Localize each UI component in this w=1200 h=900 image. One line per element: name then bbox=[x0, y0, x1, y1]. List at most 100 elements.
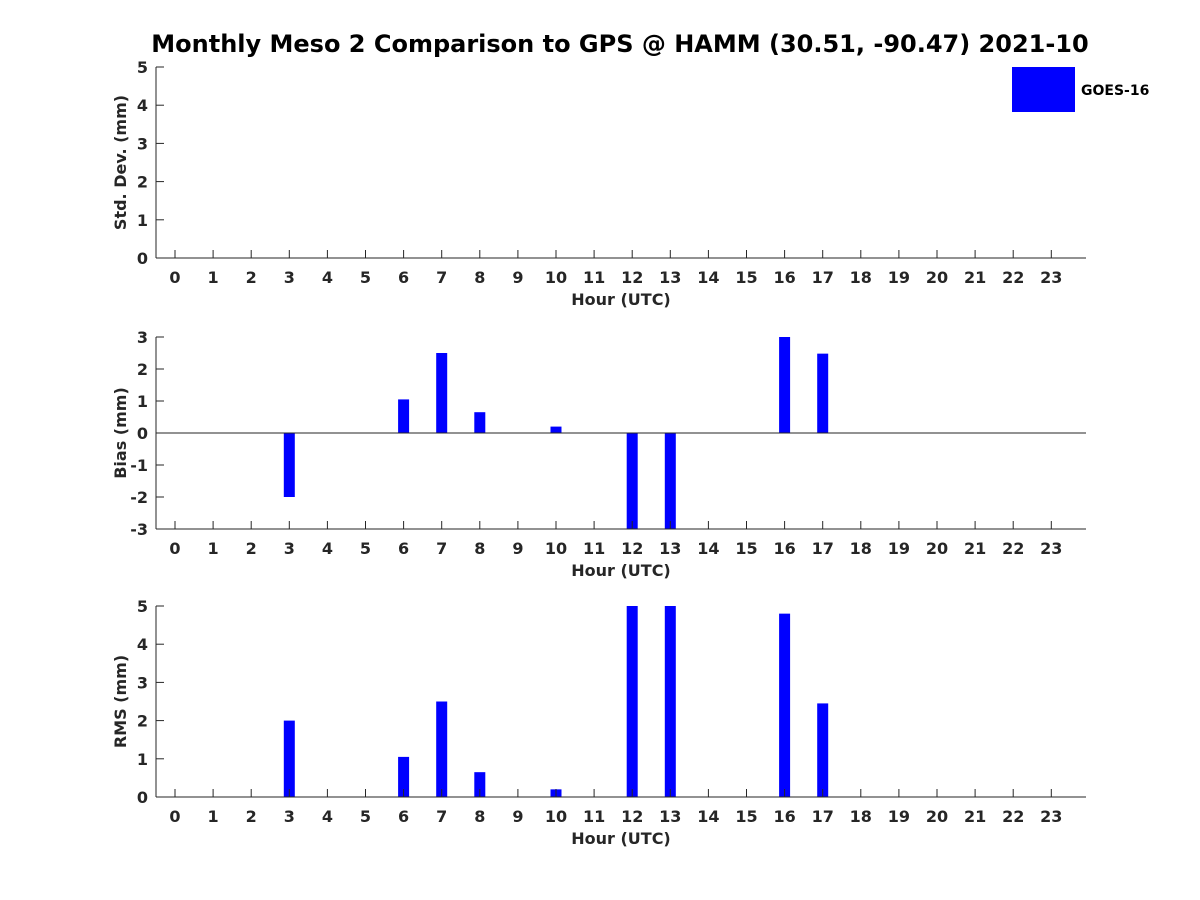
x-tick-label: 22 bbox=[1002, 268, 1024, 287]
x-tick-label: 8 bbox=[474, 268, 485, 287]
x-tick-label: 3 bbox=[284, 539, 295, 558]
x-tick-label: 13 bbox=[659, 539, 681, 558]
legend-label: GOES-16 bbox=[1081, 83, 1149, 99]
x-tick-label: 7 bbox=[436, 268, 447, 287]
x-tick-label: 17 bbox=[812, 539, 834, 558]
x-tick-label: 10 bbox=[545, 539, 567, 558]
bar-hour-6 bbox=[398, 399, 410, 433]
x-tick-label: 7 bbox=[436, 539, 447, 558]
x-axis-label: Hour (UTC) bbox=[571, 561, 671, 580]
bar-hour-10 bbox=[550, 426, 562, 433]
bar-hour-8 bbox=[474, 412, 486, 433]
x-tick-label: 13 bbox=[659, 268, 681, 287]
y-tick-label: 2 bbox=[137, 173, 148, 192]
y-tick-label: 5 bbox=[137, 58, 148, 77]
x-tick-label: 22 bbox=[1002, 807, 1024, 826]
x-tick-label: 12 bbox=[621, 268, 643, 287]
x-tick-label: 14 bbox=[697, 268, 719, 287]
x-tick-label: 21 bbox=[964, 539, 986, 558]
x-tick-label: 18 bbox=[850, 268, 872, 287]
bar-hour-6 bbox=[398, 756, 410, 797]
x-tick-label: 9 bbox=[512, 807, 523, 826]
bar-hour-12 bbox=[626, 606, 638, 797]
y-tick-label: -3 bbox=[130, 520, 148, 539]
x-tick-label: 12 bbox=[621, 807, 643, 826]
x-tick-label: 18 bbox=[850, 807, 872, 826]
x-tick-label: 4 bbox=[322, 268, 333, 287]
y-tick-label: 1 bbox=[137, 392, 148, 411]
x-tick-label: 8 bbox=[474, 807, 485, 826]
x-tick-label: 19 bbox=[888, 807, 910, 826]
y-tick-label: 3 bbox=[137, 328, 148, 347]
y-tick-label: 0 bbox=[137, 788, 148, 807]
x-tick-label: 18 bbox=[850, 539, 872, 558]
legend: GOES-16 bbox=[1012, 67, 1149, 112]
y-tick-label: -2 bbox=[130, 488, 148, 507]
x-tick-label: 2 bbox=[246, 268, 257, 287]
bar-hour-16 bbox=[779, 337, 791, 433]
x-tick-label: 17 bbox=[812, 268, 834, 287]
bar-hour-12 bbox=[626, 433, 638, 529]
x-axis-label: Hour (UTC) bbox=[571, 829, 671, 848]
x-axis-label: Hour (UTC) bbox=[571, 290, 671, 309]
x-tick-label: 11 bbox=[583, 807, 605, 826]
y-tick-label: -1 bbox=[130, 456, 148, 475]
x-tick-label: 23 bbox=[1040, 539, 1062, 558]
x-tick-label: 9 bbox=[512, 268, 523, 287]
x-tick-label: 5 bbox=[360, 268, 371, 287]
y-axis-label: Bias (mm) bbox=[111, 387, 130, 479]
x-tick-label: 0 bbox=[169, 268, 180, 287]
x-tick-label: 10 bbox=[545, 268, 567, 287]
x-tick-label: 14 bbox=[697, 539, 719, 558]
x-tick-label: 22 bbox=[1002, 539, 1024, 558]
x-tick-label: 5 bbox=[360, 539, 371, 558]
y-tick-label: 0 bbox=[137, 424, 148, 443]
x-tick-label: 0 bbox=[169, 807, 180, 826]
x-tick-label: 5 bbox=[360, 807, 371, 826]
x-tick-label: 6 bbox=[398, 807, 409, 826]
y-axis-label: RMS (mm) bbox=[111, 655, 130, 748]
x-tick-label: 15 bbox=[735, 539, 757, 558]
x-tick-label: 9 bbox=[512, 539, 523, 558]
x-tick-label: 1 bbox=[208, 539, 219, 558]
x-tick-label: 15 bbox=[735, 807, 757, 826]
legend-swatch bbox=[1012, 67, 1075, 112]
x-tick-label: 11 bbox=[583, 539, 605, 558]
bar-hour-13 bbox=[664, 606, 676, 797]
y-axis-label: Std. Dev. (mm) bbox=[111, 95, 130, 230]
bar-hour-16 bbox=[779, 613, 791, 797]
bar-hour-3 bbox=[283, 433, 295, 497]
y-tick-label: 3 bbox=[137, 134, 148, 153]
x-tick-label: 12 bbox=[621, 539, 643, 558]
x-tick-label: 17 bbox=[812, 807, 834, 826]
x-tick-label: 2 bbox=[246, 539, 257, 558]
x-tick-label: 13 bbox=[659, 807, 681, 826]
y-tick-label: 4 bbox=[137, 635, 148, 654]
x-tick-label: 1 bbox=[208, 268, 219, 287]
x-tick-label: 4 bbox=[322, 539, 333, 558]
x-tick-label: 7 bbox=[436, 807, 447, 826]
y-tick-label: 2 bbox=[137, 712, 148, 731]
bar-hour-7 bbox=[436, 353, 448, 433]
x-tick-label: 4 bbox=[322, 807, 333, 826]
x-tick-label: 16 bbox=[773, 807, 795, 826]
x-tick-label: 1 bbox=[208, 807, 219, 826]
x-tick-label: 21 bbox=[964, 268, 986, 287]
bar-hour-8 bbox=[474, 772, 486, 797]
x-tick-label: 3 bbox=[284, 268, 295, 287]
x-tick-label: 11 bbox=[583, 268, 605, 287]
x-tick-label: 16 bbox=[773, 539, 795, 558]
x-tick-label: 15 bbox=[735, 268, 757, 287]
y-tick-label: 1 bbox=[137, 211, 148, 230]
y-tick-label: 5 bbox=[137, 597, 148, 616]
bar-hour-17 bbox=[817, 353, 829, 433]
bar-hour-3 bbox=[283, 720, 295, 797]
y-tick-label: 0 bbox=[137, 249, 148, 268]
x-tick-label: 20 bbox=[926, 539, 948, 558]
x-tick-label: 16 bbox=[773, 268, 795, 287]
x-tick-label: 0 bbox=[169, 539, 180, 558]
y-tick-label: 4 bbox=[137, 96, 148, 115]
y-tick-label: 2 bbox=[137, 360, 148, 379]
